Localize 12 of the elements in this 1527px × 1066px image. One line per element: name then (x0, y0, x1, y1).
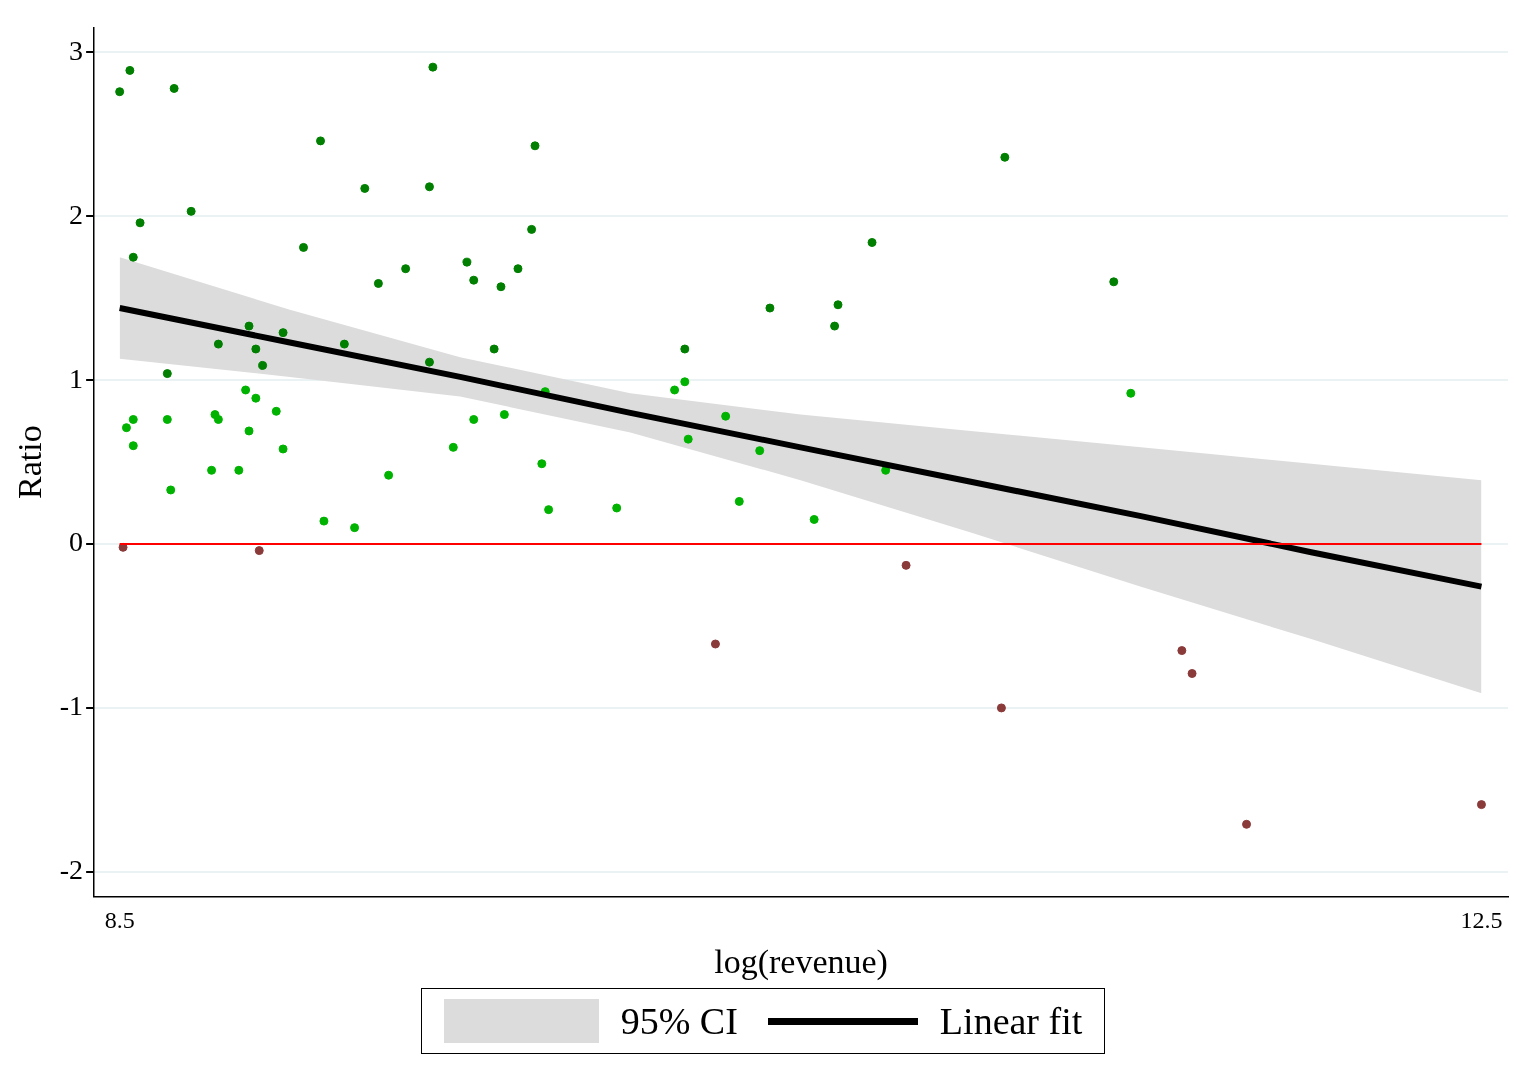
y-tick-label: 3 (69, 34, 84, 66)
legend-label: Linear fit (939, 999, 1083, 1043)
text: 95% CI (620, 999, 738, 1043)
y-tick-label: -2 (59, 854, 84, 886)
y-tick-label: -1 (59, 690, 84, 722)
x-tick-label: 8.5 (104, 907, 135, 934)
y-tick-label: 2 (69, 198, 84, 230)
x-axis-title: log(revenue) (714, 942, 888, 981)
y-tick-label: 0 (69, 526, 84, 558)
y-axis-title: Ratio (11, 425, 49, 499)
x-tick-label: 12.5 (1460, 907, 1503, 934)
y-tick-label: 1 (69, 362, 84, 394)
